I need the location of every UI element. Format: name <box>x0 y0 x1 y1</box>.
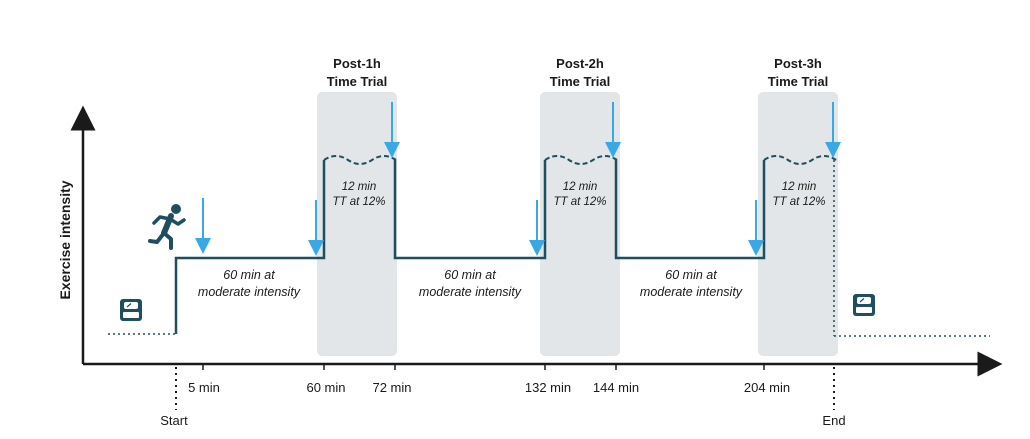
tick-5-min: 5 min <box>188 380 220 395</box>
trial-title-1: Post-1h <box>333 56 381 71</box>
trial-wave-2 <box>544 155 618 165</box>
trial-subtitle-3: Time Trial <box>768 74 828 89</box>
phase-text-1b: moderate intensity <box>198 285 301 299</box>
trial-panel-1 <box>317 92 397 356</box>
intensity-profile <box>174 160 766 334</box>
trial-text-1a: 12 min <box>342 181 377 193</box>
tick-end: End <box>822 413 845 428</box>
tick-132-min: 132 min <box>525 380 571 395</box>
trial-subtitle-2: Time Trial <box>550 74 610 89</box>
scale-icon <box>120 299 142 321</box>
scale-icon <box>853 294 875 316</box>
trial-panel-2 <box>540 92 620 356</box>
tick-start: Start <box>160 413 188 428</box>
trial-text-2b: TT at 12% <box>553 196 606 208</box>
tick-72-min: 72 min <box>372 380 411 395</box>
y-axis-label: Exercise intensity <box>57 180 73 299</box>
trial-subtitle-1: Time Trial <box>327 74 387 89</box>
trial-text-3b: TT at 12% <box>772 196 825 208</box>
phase-text-2a: 60 min at <box>444 268 496 282</box>
trial-text-1b: TT at 12% <box>332 196 385 208</box>
trial-wave-3 <box>763 155 837 165</box>
tick-204-min: 204 min <box>744 380 790 395</box>
trial-wave-1 <box>323 155 397 165</box>
phase-text-3b: moderate intensity <box>640 285 743 299</box>
tick-144-min: 144 min <box>593 380 639 395</box>
trial-panel-3 <box>758 92 838 356</box>
phase-text-3a: 60 min at <box>665 268 717 282</box>
runner-icon <box>148 204 186 250</box>
phase-text-1a: 60 min at <box>223 268 275 282</box>
trial-text-3a: 12 min <box>782 181 817 193</box>
phase-text-2b: moderate intensity <box>419 285 522 299</box>
trial-text-2a: 12 min <box>563 181 598 193</box>
trial-title-3: Post-3h <box>774 56 822 71</box>
tick-60-min: 60 min <box>306 380 345 395</box>
trial-title-2: Post-2h <box>556 56 604 71</box>
